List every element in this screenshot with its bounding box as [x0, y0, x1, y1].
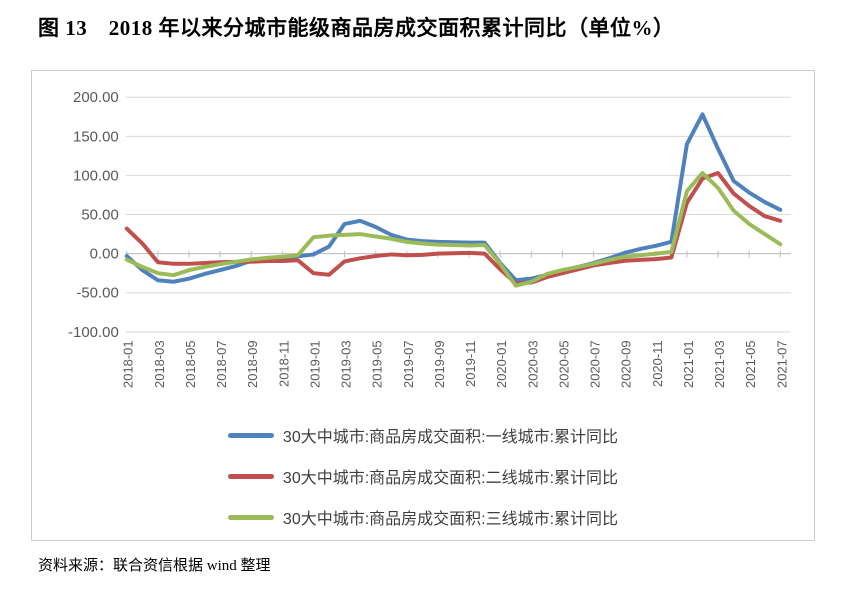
x-axis-label: 2019-07	[401, 340, 416, 388]
x-axis-label: 2020-03	[525, 340, 540, 388]
x-axis-label: 2019-11	[463, 340, 478, 387]
x-axis-label: 2021-05	[743, 340, 758, 388]
x-axis-label: 2021-07	[774, 340, 789, 388]
x-axis-label: 2021-01	[681, 340, 696, 388]
y-axis-label: 100.00	[73, 167, 119, 184]
y-axis-label: 200.00	[73, 89, 119, 106]
y-axis-label: -50.00	[76, 285, 118, 302]
legend-label: 30大中城市:商品房成交面积:一线城市:累计同比	[282, 429, 619, 446]
x-axis-label: 2020-09	[619, 340, 634, 388]
figure-title: 图 13 2018 年以来分城市能级商品房成交面积累计同比（单位%）	[38, 16, 675, 40]
x-axis-label: 2021-03	[712, 340, 727, 388]
series-line-second-tier	[124, 171, 783, 286]
series-line-third-tier	[124, 171, 783, 288]
y-axis-label: 50.00	[81, 207, 118, 224]
x-axis-label: 2018-01	[121, 340, 136, 388]
y-axis-label: 0.00	[90, 246, 119, 263]
x-axis-label: 2020-01	[494, 340, 509, 388]
x-axis-label: 2019-03	[339, 340, 354, 388]
legend-item-first-tier: 30大中城市:商品房成交面积:一线城市:累计同比	[227, 423, 619, 447]
x-axis-label: 2018-03	[152, 340, 167, 388]
x-axis-label: 2020-05	[556, 340, 571, 388]
y-axis-label: -100.00	[68, 324, 119, 341]
series-line-first-tier	[124, 112, 783, 284]
x-axis-label: 2018-09	[245, 340, 260, 388]
x-axis-label: 2018-11	[276, 340, 291, 387]
x-axis-label: 2019-05	[370, 340, 385, 388]
x-axis-label: 2018-07	[214, 340, 229, 388]
legend-item-second-tier: 30大中城市:商品房成交面积:二线城市:累计同比	[227, 464, 619, 488]
chart-legend: 30大中城市:商品房成交面积:一线城市:累计同比 30大中城市:商品房成交面积:二…	[32, 423, 814, 529]
legend-label: 30大中城市:商品房成交面积:二线城市:累计同比	[282, 470, 619, 487]
x-axis-label: 2019-09	[432, 340, 447, 388]
chart-container: 200.00 150.00 100.00 50.00 0.00 -50.00 -100.00…	[31, 70, 815, 541]
x-axis-label: 2018-05	[183, 340, 198, 388]
legend-line-swatch-third-tier	[227, 514, 274, 520]
legend-item-third-tier: 30大中城市:商品房成交面积:三线城市:累计同比	[227, 505, 619, 529]
x-axis-label: 2020-11	[650, 340, 665, 387]
y-axis-label: 150.00	[73, 128, 119, 145]
line-chart: 200.00 150.00 100.00 50.00 0.00 -50.00 -100.00…	[68, 89, 792, 388]
source-note: 资料来源：联合资信根据 wind 整理	[38, 558, 271, 574]
legend-line-swatch-first-tier	[227, 432, 274, 438]
legend-line-swatch-second-tier	[227, 473, 274, 479]
x-axis-label: 2019-01	[307, 340, 322, 388]
x-axis-label: 2020-07	[588, 340, 603, 388]
legend-label: 30大中城市:商品房成交面积:三线城市:累计同比	[282, 511, 619, 528]
